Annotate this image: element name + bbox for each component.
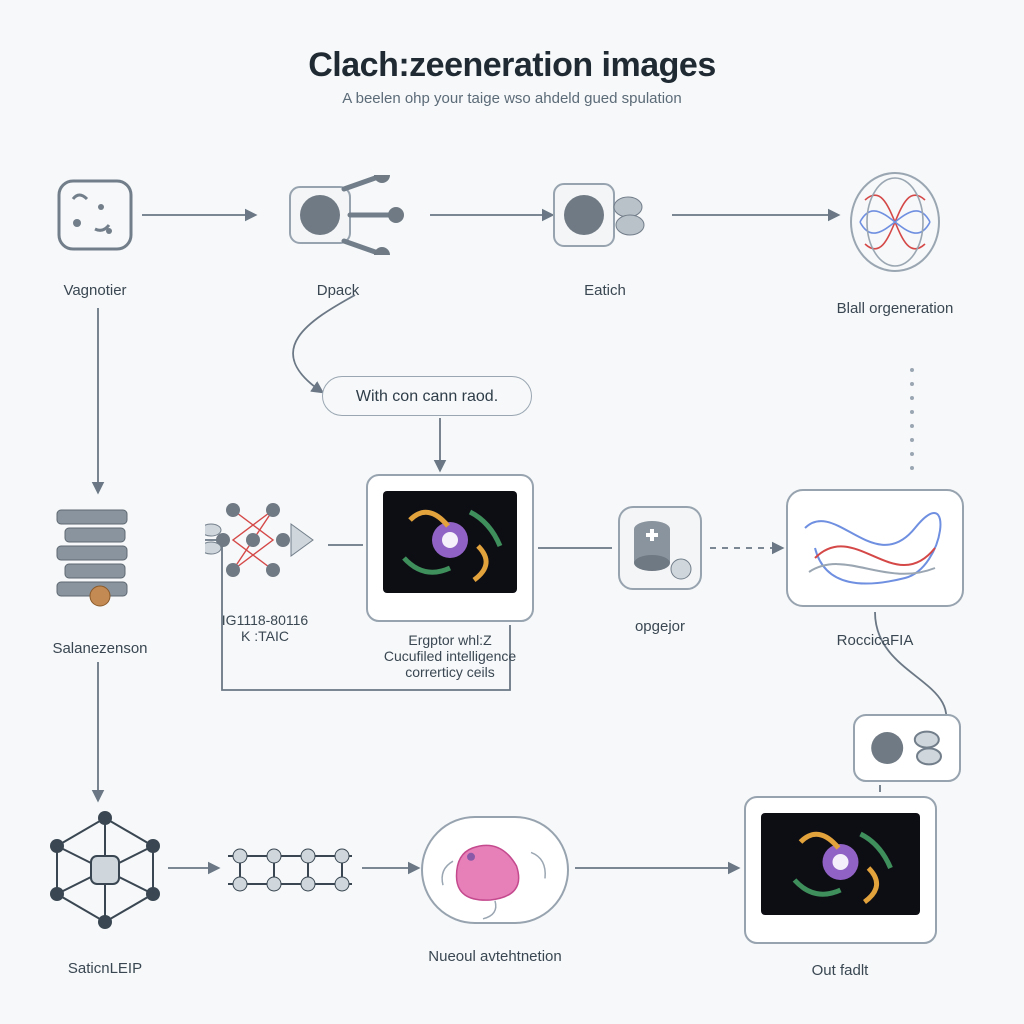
- salanez-label: Salanezenson: [15, 640, 185, 657]
- nueoul-icon: [420, 815, 570, 925]
- saticn-label: SaticnLEIP: [15, 960, 195, 977]
- saticn-icon: [45, 810, 165, 930]
- chain-icon: [220, 835, 360, 905]
- eatich-icon: [550, 178, 660, 252]
- opgejor-icon: [615, 503, 705, 593]
- outfadt-icon: [743, 795, 938, 945]
- blall-icon: [845, 167, 945, 277]
- eatich-label: Eatich: [520, 282, 690, 299]
- dpack-icon: [253, 175, 423, 255]
- ergptor-icon: [365, 473, 535, 623]
- outfadt-label: Out fadlt: [713, 962, 968, 979]
- roccica-icon: [785, 488, 965, 608]
- dpack-label: Dpack: [223, 282, 453, 299]
- roccica-label: RoccicaFIA: [755, 632, 995, 649]
- ktaic-label: IG1118-80116 K :TAIC: [175, 612, 355, 644]
- ktaic-icon: [205, 490, 325, 590]
- opgejor-label: opgejor: [585, 618, 735, 635]
- blall-label: Blall orgeneration: [815, 300, 975, 317]
- nueoul-label: Nueoul avtehtnetion: [390, 948, 600, 965]
- salanez-icon: [45, 500, 155, 610]
- page-title: Clach:zeeneration images: [0, 46, 1024, 85]
- ergptor-label: Ergptor whl:Z Cucufiled intelligence cor…: [335, 632, 565, 680]
- callout-box: With con cann raod.: [322, 376, 532, 416]
- vagnotier-label: Vagnotier: [25, 282, 165, 299]
- vagnotier-icon: [55, 177, 135, 253]
- page-subtitle: A beelen ohp your taige wso ahdeld gued …: [0, 90, 1024, 107]
- minilens-icon: [852, 713, 962, 783]
